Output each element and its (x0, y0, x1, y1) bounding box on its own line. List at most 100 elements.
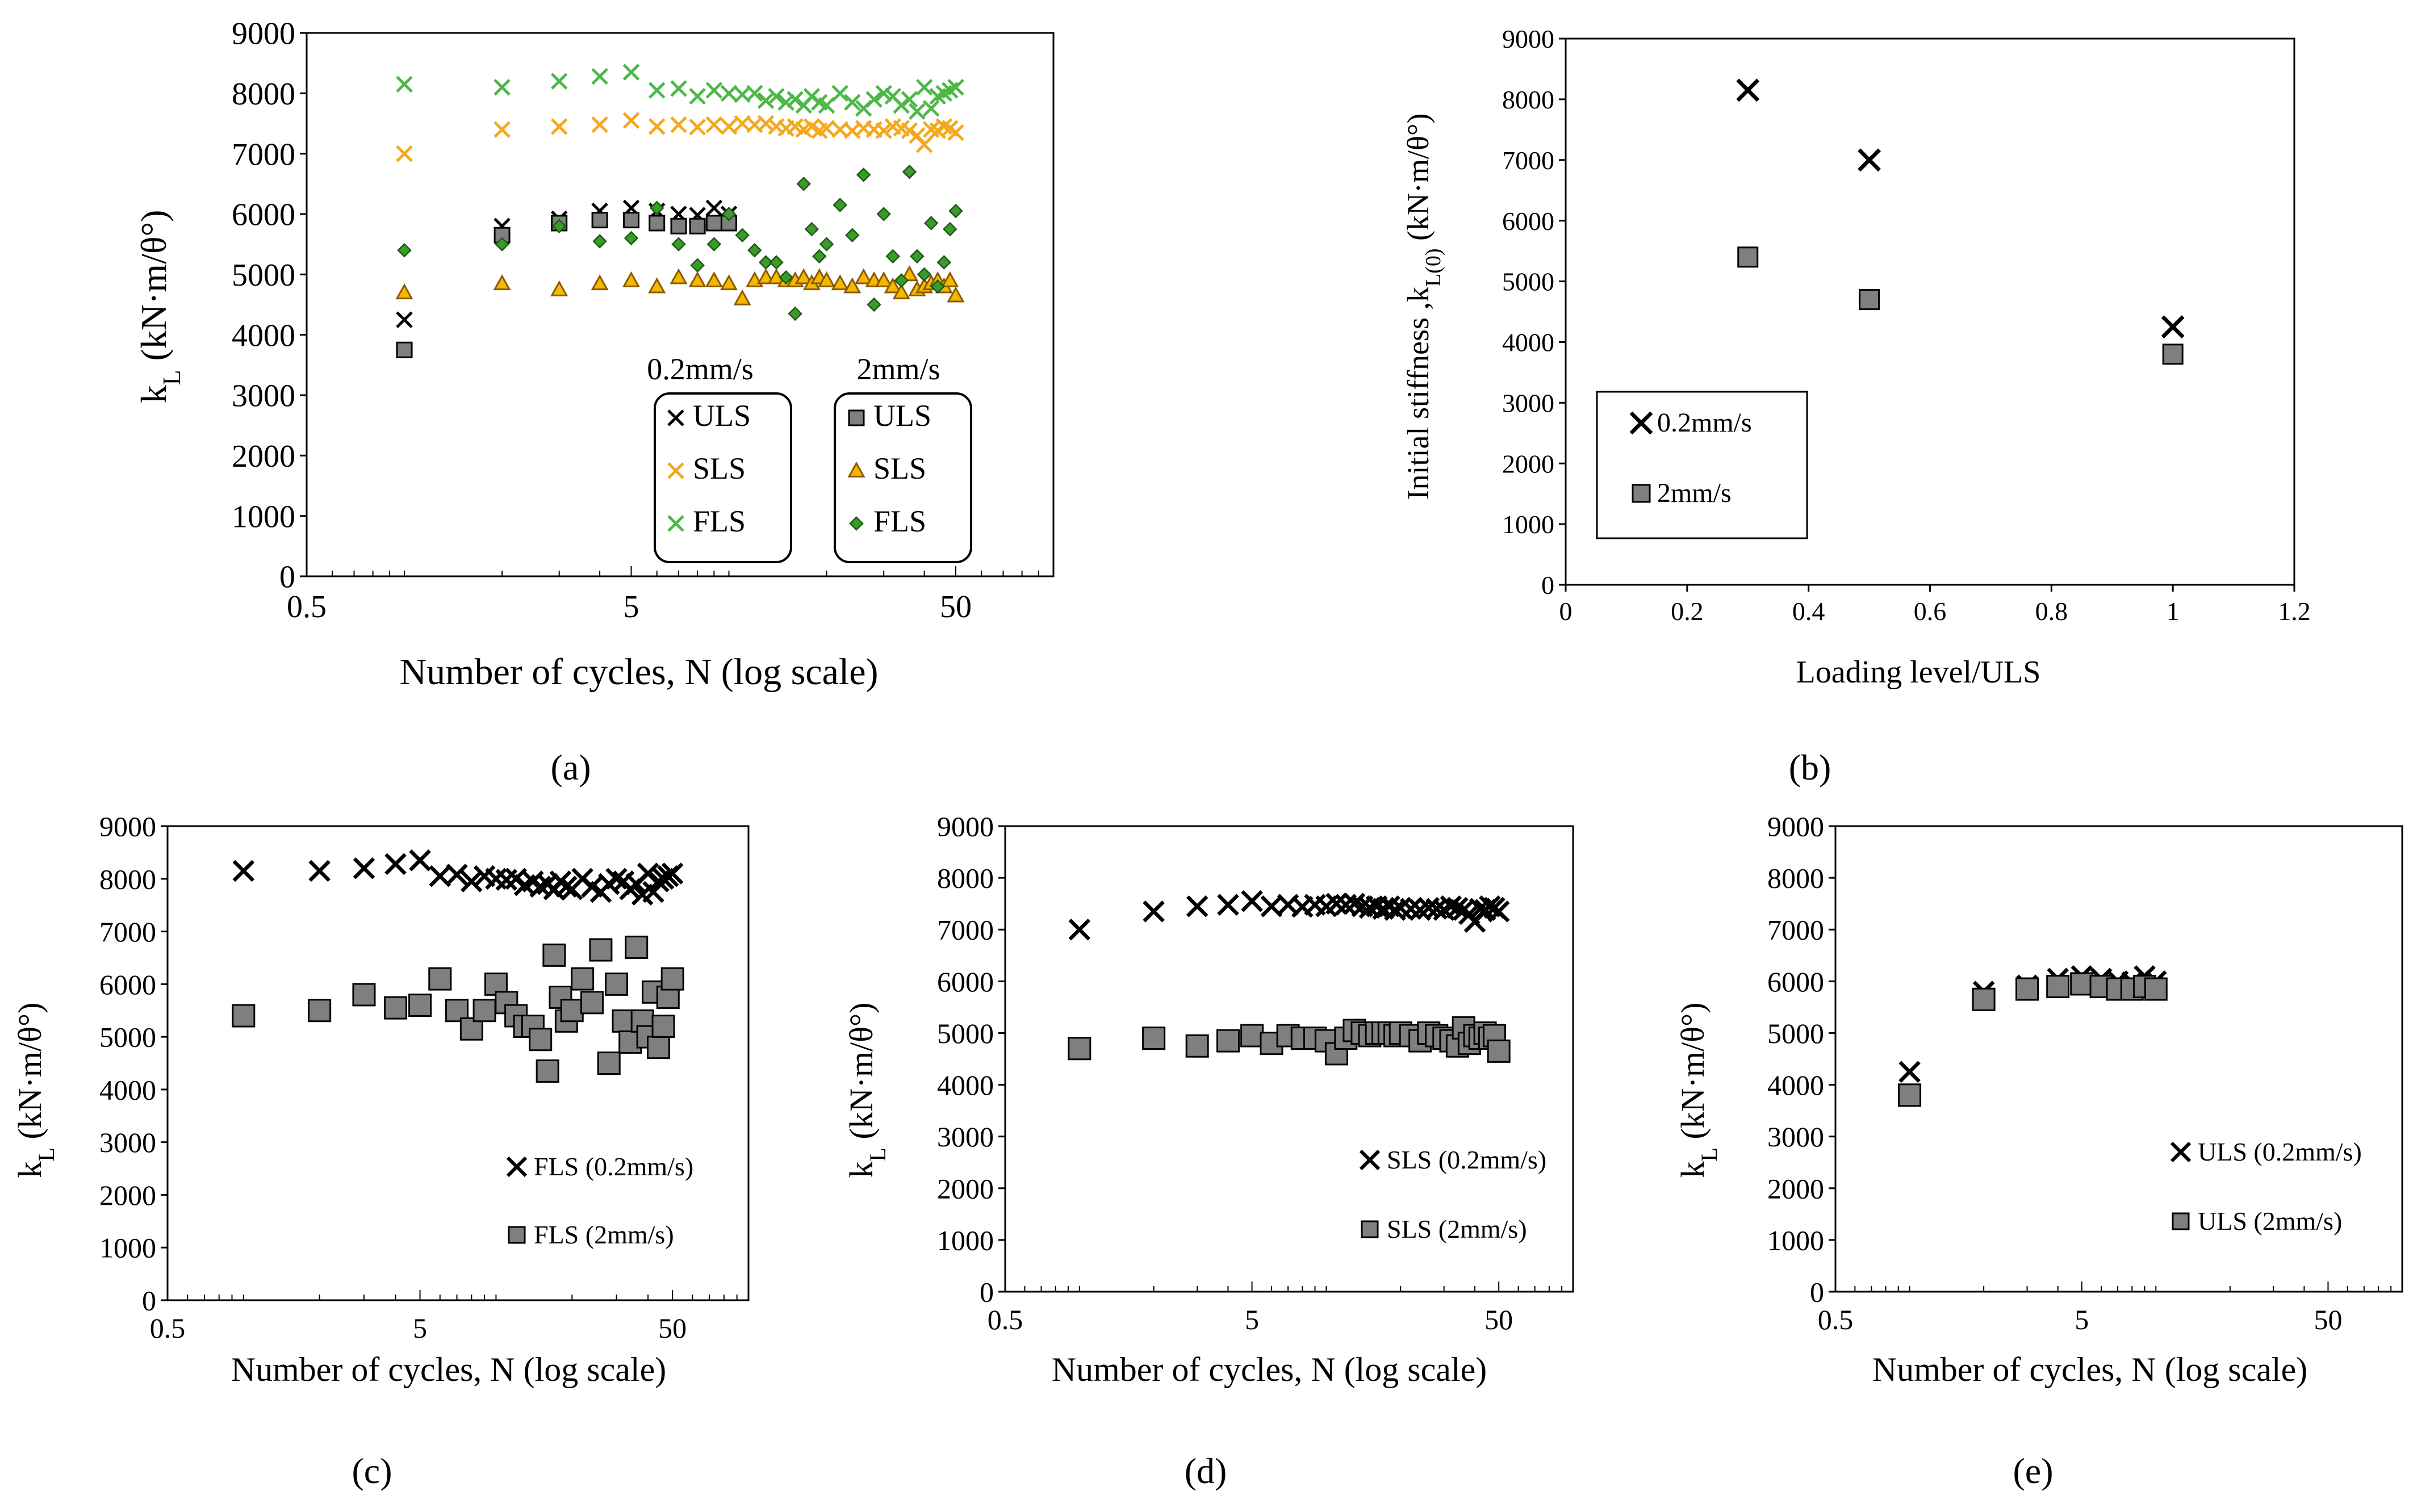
data-point (803, 118, 821, 135)
legend-label: 0.2mm/s (1657, 408, 1752, 438)
data-point (1241, 890, 1263, 912)
data-point (757, 115, 775, 132)
data-point (941, 271, 959, 287)
data-point (943, 221, 957, 237)
panel-a-ylabel: kL (kN·m/θ°) (133, 210, 186, 404)
data-point (649, 200, 664, 216)
data-point (589, 938, 613, 962)
data-point (948, 203, 963, 219)
data-point (625, 935, 649, 959)
data-point (947, 286, 965, 303)
data-point (788, 306, 802, 321)
y-tick-label: 1000 (99, 1232, 156, 1264)
data-point (592, 234, 607, 249)
y-tick-label: 6000 (937, 966, 994, 998)
panel-d-letter: (d) (1185, 1451, 1227, 1491)
data-point (812, 249, 827, 264)
legend-marker (1632, 484, 1651, 503)
data-point (721, 207, 737, 221)
data-point (779, 270, 793, 285)
panel-a-letter: (a) (550, 747, 591, 788)
data-point (1898, 1083, 1922, 1107)
data-point (831, 274, 849, 291)
data-point (1736, 78, 1760, 102)
y-tick-label: 9000 (1767, 811, 1824, 843)
legend-label: SLS (0.2mm/s) (1387, 1145, 1546, 1174)
panel-d-xlabel: Number of cycles, N (log scale) (1052, 1351, 1487, 1388)
panel-a-xlabel: Number of cycles, N (log scale) (399, 651, 878, 693)
data-point (901, 91, 918, 108)
panel-b-ylabel: Initial stiffness ,kL(0) (kN·m/θ°) (1401, 114, 1445, 500)
data-point (472, 999, 496, 1023)
data-point (1972, 987, 1996, 1011)
data-point (804, 221, 819, 237)
panel-e-ylabel: kL (kN·m/θ°) (1674, 1003, 1722, 1178)
data-point (1898, 1061, 1921, 1083)
y-tick-label: 4000 (1767, 1069, 1824, 1101)
data-point (670, 268, 688, 284)
data-point (796, 177, 811, 191)
legend-box-0.2mm/s (654, 392, 792, 563)
x-tick-label: 50 (1484, 1304, 1513, 1335)
y-tick-label: 4000 (937, 1069, 994, 1101)
legend-marker (1361, 1220, 1379, 1238)
x-tick-label: 0.5 (988, 1304, 1023, 1335)
series-0.2mm/s (1736, 78, 2185, 339)
legend-marker (1629, 411, 1653, 435)
data-point (757, 92, 775, 109)
y-tick-label: 3000 (99, 1126, 156, 1158)
data-point (1068, 918, 1091, 941)
y-tick-label: 6000 (232, 198, 295, 233)
data-point (495, 237, 509, 252)
data-point (1859, 289, 1880, 311)
data-point (936, 255, 952, 270)
data-point (720, 85, 738, 102)
data-point (670, 80, 687, 97)
data-point (689, 217, 706, 234)
panel-a-legend: 0.2mm/s 2mm/s ULS SLS FLS ULS SLS FLS (647, 352, 972, 563)
data-point (384, 853, 407, 876)
data-point (885, 249, 900, 264)
series-FLS-(0.2mm/s) (232, 849, 684, 906)
legend-label: SLS (2mm/s) (1387, 1214, 1527, 1243)
legend-label: ULS (693, 399, 751, 433)
panel-e-letter: (e) (2013, 1451, 2053, 1491)
data-point (947, 124, 964, 141)
legend-label: ULS (873, 399, 931, 433)
data-point (550, 280, 568, 296)
data-point (352, 983, 376, 1007)
y-tick-label: 9000 (937, 811, 994, 843)
data-point (550, 118, 568, 135)
x-tick-label: 0 (1559, 597, 1573, 626)
x-tick-label: 50 (940, 589, 972, 625)
x-tick-label: 1.2 (2278, 597, 2311, 626)
data-point (2144, 977, 2168, 1001)
y-tick-label: 2000 (937, 1172, 994, 1204)
data-point (876, 207, 891, 221)
data-point (892, 283, 910, 300)
data-point (591, 68, 608, 85)
data-point (705, 215, 722, 232)
data-point (875, 122, 892, 140)
data-point (1185, 1034, 1209, 1058)
legend-label: FLS (873, 504, 926, 538)
data-point (648, 118, 666, 135)
y-tick-label: 8000 (99, 863, 156, 895)
data-point (605, 972, 629, 996)
series-SLS-(0.2mm/s) (1068, 890, 1510, 941)
data-point (651, 1015, 675, 1038)
x-tick-label: 50 (658, 1312, 687, 1344)
data-point (396, 145, 413, 162)
data-point (395, 283, 413, 300)
data-point (705, 271, 723, 287)
data-point (232, 1004, 256, 1028)
data-point (688, 271, 706, 287)
panel-c-letter: (c) (352, 1451, 392, 1491)
y-tick-label: 3000 (1767, 1121, 1824, 1153)
legend-label: 2mm/s (1657, 478, 1732, 508)
data-point (894, 273, 909, 288)
y-tick-label: 2000 (1767, 1172, 1824, 1204)
data-point (1240, 1024, 1264, 1048)
data-point (622, 112, 640, 129)
data-point (2162, 344, 2184, 365)
